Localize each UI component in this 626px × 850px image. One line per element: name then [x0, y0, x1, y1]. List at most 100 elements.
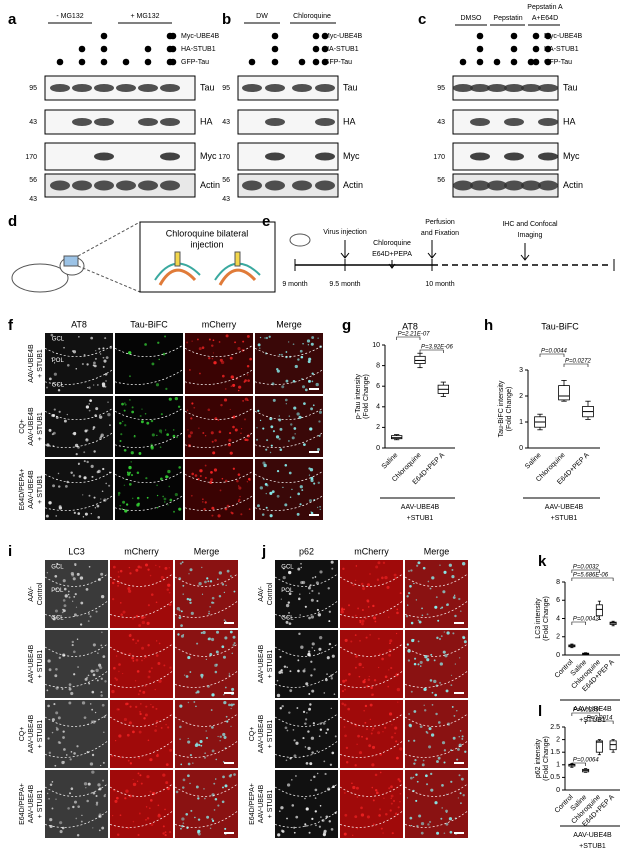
row-label: E64D/PEPA+	[249, 783, 256, 825]
region-label: GCL	[52, 337, 65, 343]
speckle	[460, 777, 464, 781]
speckle	[89, 703, 92, 705]
speckle	[397, 701, 399, 703]
lane-dot	[78, 58, 86, 66]
speckle	[370, 686, 373, 690]
speckle	[308, 693, 311, 695]
layer-boundary	[114, 369, 184, 385]
speckle	[205, 658, 208, 661]
speckle	[189, 782, 191, 785]
speckle	[427, 580, 430, 583]
speckle	[291, 779, 293, 781]
speckle	[121, 420, 124, 423]
speckle	[54, 674, 58, 678]
speckle	[354, 815, 358, 819]
speckle	[443, 832, 446, 834]
significance-bracket	[571, 577, 614, 581]
speckle	[442, 590, 446, 594]
speckle	[294, 364, 298, 369]
speckle	[367, 678, 371, 681]
group-label: DMSO	[461, 15, 483, 22]
speckle	[146, 621, 150, 625]
speckle	[124, 797, 127, 800]
speckle	[156, 753, 159, 756]
speckle	[212, 352, 215, 354]
mw-marker: 95	[222, 85, 230, 92]
speckle	[341, 702, 344, 705]
speckle	[160, 477, 163, 481]
speckle	[211, 344, 214, 347]
speckle	[118, 494, 120, 496]
speckle	[303, 443, 306, 446]
y-tick-label: 2	[376, 424, 380, 431]
layer-boundary	[174, 713, 239, 727]
speckle	[396, 756, 399, 760]
band-label: Myc	[563, 151, 580, 161]
speckle	[419, 660, 423, 664]
speckle	[68, 701, 72, 705]
speckle	[104, 793, 106, 796]
speckle	[374, 773, 378, 777]
speckle	[143, 657, 145, 659]
speckle	[78, 336, 80, 338]
speckle	[437, 619, 440, 622]
speckle	[396, 687, 401, 692]
speckle	[388, 787, 391, 790]
speckle	[413, 762, 416, 765]
speckle	[127, 827, 130, 829]
speckle	[239, 495, 241, 498]
speckle	[282, 576, 286, 580]
micrograph	[340, 560, 403, 628]
speckle	[272, 398, 276, 402]
row-label: + STUB1	[37, 790, 44, 819]
speckle	[441, 606, 444, 609]
speckle	[395, 673, 399, 677]
panel-label: h	[484, 317, 493, 334]
speckle	[232, 643, 235, 647]
speckle	[200, 673, 204, 678]
speckle	[370, 732, 373, 735]
speckle	[190, 809, 193, 812]
speckle	[430, 788, 434, 792]
layer-boundary	[339, 810, 404, 828]
speckle	[360, 813, 365, 817]
row-label: AAV-	[258, 586, 265, 602]
speckle	[286, 783, 291, 787]
speckle	[187, 737, 189, 740]
speckle	[328, 642, 332, 646]
speckle	[226, 720, 229, 723]
y-axis-label: (Fold Change)	[543, 736, 550, 781]
speckle	[55, 711, 59, 715]
speckle	[285, 379, 289, 383]
speckle	[356, 827, 359, 830]
lane-dot	[510, 45, 518, 53]
speckle	[149, 790, 152, 793]
speckle	[117, 491, 121, 495]
speckle	[158, 565, 161, 568]
speckle	[87, 612, 91, 616]
speckle	[100, 594, 105, 599]
row-label: CQ+	[249, 727, 256, 742]
speckle	[140, 615, 145, 620]
speckle	[237, 473, 241, 476]
layer-boundary	[404, 713, 469, 727]
speckle	[132, 782, 137, 787]
speckle	[417, 561, 421, 565]
speckle	[311, 646, 314, 649]
band-label: HA	[343, 116, 356, 126]
significance-bracket	[585, 720, 614, 724]
y-axis-label: (Fold Change)	[506, 387, 513, 432]
speckle	[307, 360, 311, 364]
speckle	[102, 467, 105, 471]
speckle	[176, 606, 181, 611]
speckle	[280, 669, 283, 672]
legend-dot	[532, 32, 540, 40]
speckle	[139, 703, 142, 705]
speckle	[78, 475, 82, 478]
speckle	[100, 498, 102, 500]
region-label: POL	[51, 588, 64, 594]
column-header: Tau-BiFC	[130, 319, 168, 329]
speckle	[155, 564, 157, 566]
lane-dot	[100, 58, 108, 66]
lane-dot	[544, 32, 552, 40]
